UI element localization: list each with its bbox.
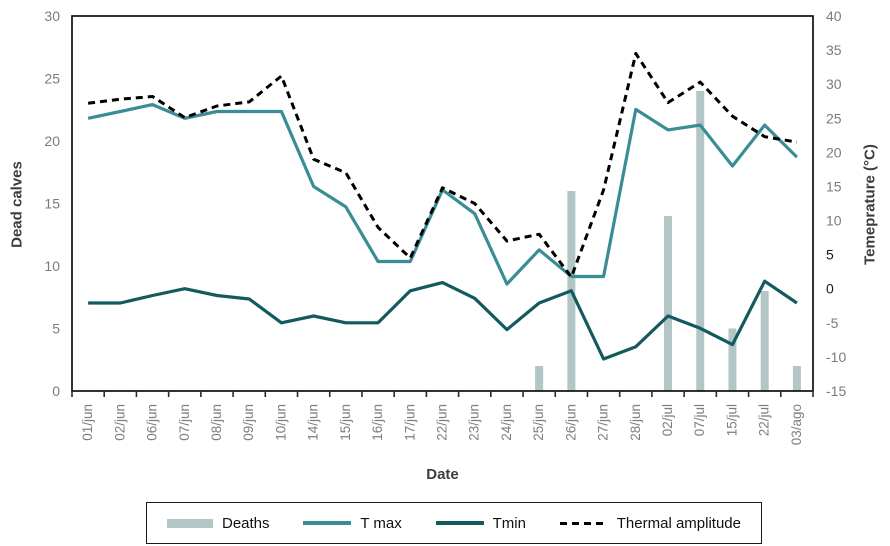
right-axis-tick-label: -15	[826, 383, 846, 399]
x-axis-tick-label: 27/jun	[596, 404, 611, 441]
right-axis-tick-label: 15	[826, 178, 842, 194]
legend-item-deaths: Deaths	[167, 515, 270, 532]
x-axis-tick-label: 08/jun	[209, 404, 224, 441]
right-axis-tick-label: 30	[826, 76, 842, 92]
right-axis-tick-label: -5	[826, 315, 839, 331]
plot-border	[71, 15, 814, 392]
deaths-bar-swatch-icon	[167, 518, 213, 528]
right-axis-tick-label: 10	[826, 213, 842, 229]
left-axis-tick-label: 15	[44, 196, 60, 212]
x-axis-tick-label: 16/jun	[370, 404, 385, 441]
left-axis-tick-label: 25	[44, 71, 60, 87]
left-axis-tick-label: 30	[44, 8, 60, 24]
x-axis-tick-label: 06/jun	[145, 404, 160, 441]
x-axis-tick-label: 22/jun	[435, 404, 450, 441]
legend-item-tmax: T max	[303, 514, 402, 532]
right-axis-tick-label: 25	[826, 110, 842, 126]
deaths-bar	[664, 216, 673, 391]
x-axis-tick-label: 24/jun	[499, 404, 514, 441]
left-axis-tick-label: 5	[52, 321, 60, 337]
x-axis-tick-label: 17/jun	[402, 404, 417, 441]
x-axis-tick-label: 23/jun	[467, 404, 482, 441]
x-axis-tick-label: 25/jun	[531, 404, 546, 441]
left-axis-tick-label: 20	[44, 133, 60, 149]
right-axis-tick-label: 35	[826, 42, 842, 58]
x-axis-tick-label: 15/jun	[338, 404, 353, 441]
right-axis-tick-label: -10	[826, 349, 846, 365]
right-axis-title: Temeprature (°C)	[861, 144, 879, 265]
x-axis-tick-label: 14/jun	[306, 404, 321, 441]
x-axis-tick-label: 09/jun	[241, 404, 256, 441]
right-axis-tick-label: 20	[826, 144, 842, 160]
legend-item-thermal-amplitude: Thermal amplitude	[559, 514, 741, 532]
left-axis-title: Dead calves	[8, 161, 26, 248]
legend-label-tmin: Tmin	[492, 514, 526, 532]
x-axis-tick-label: 02/jul	[660, 404, 675, 436]
x-axis-tick-label: 03/ago	[789, 404, 804, 445]
right-axis-tick-label: 40	[826, 8, 842, 24]
deaths-bar	[728, 328, 737, 391]
legend-box: Deaths T max Tmin Thermal amplitude	[146, 502, 762, 544]
thermal-amplitude-line	[87, 52, 798, 279]
legend-label-thermal-amplitude: Thermal amplitude	[616, 514, 741, 532]
x-axis-tick-label: 02/jun	[112, 404, 127, 441]
tmin-line-swatch-icon	[435, 521, 484, 525]
tmin-line	[88, 279, 798, 361]
left-axis-tick-label: 0	[52, 383, 60, 399]
legend-label-tmax: T max	[360, 514, 402, 532]
x-axis-tick-label: 07/jun	[177, 404, 192, 441]
x-axis-tick-label: 07/jul	[692, 404, 707, 436]
x-axis-tick-label: 15/jul	[724, 404, 739, 436]
deaths-bar	[696, 91, 705, 391]
x-axis-tick-label: 10/jun	[273, 404, 288, 441]
t-max-line	[87, 102, 799, 286]
right-axis-tick-label: 0	[826, 281, 834, 297]
left-axis-tick-label: 10	[44, 258, 60, 274]
x-axis-tick-label: 22/jul	[757, 404, 772, 436]
deaths-bar	[760, 291, 769, 391]
tmax-line-swatch-icon	[303, 521, 352, 525]
x-axis-title: Date	[426, 466, 459, 483]
x-axis-tick-label: 01/jun	[80, 404, 95, 441]
legend-item-tmin: Tmin	[435, 514, 526, 532]
legend-label-deaths: Deaths	[222, 514, 270, 532]
x-axis-tick-label: 28/jun	[628, 404, 643, 441]
x-axis-tick-label: 26/jun	[563, 404, 578, 441]
deaths-bar	[535, 366, 544, 391]
right-axis-tick-label: 5	[826, 247, 834, 263]
thermal-amplitude-dash-swatch-icon	[559, 521, 608, 525]
deaths-bar	[792, 366, 801, 391]
